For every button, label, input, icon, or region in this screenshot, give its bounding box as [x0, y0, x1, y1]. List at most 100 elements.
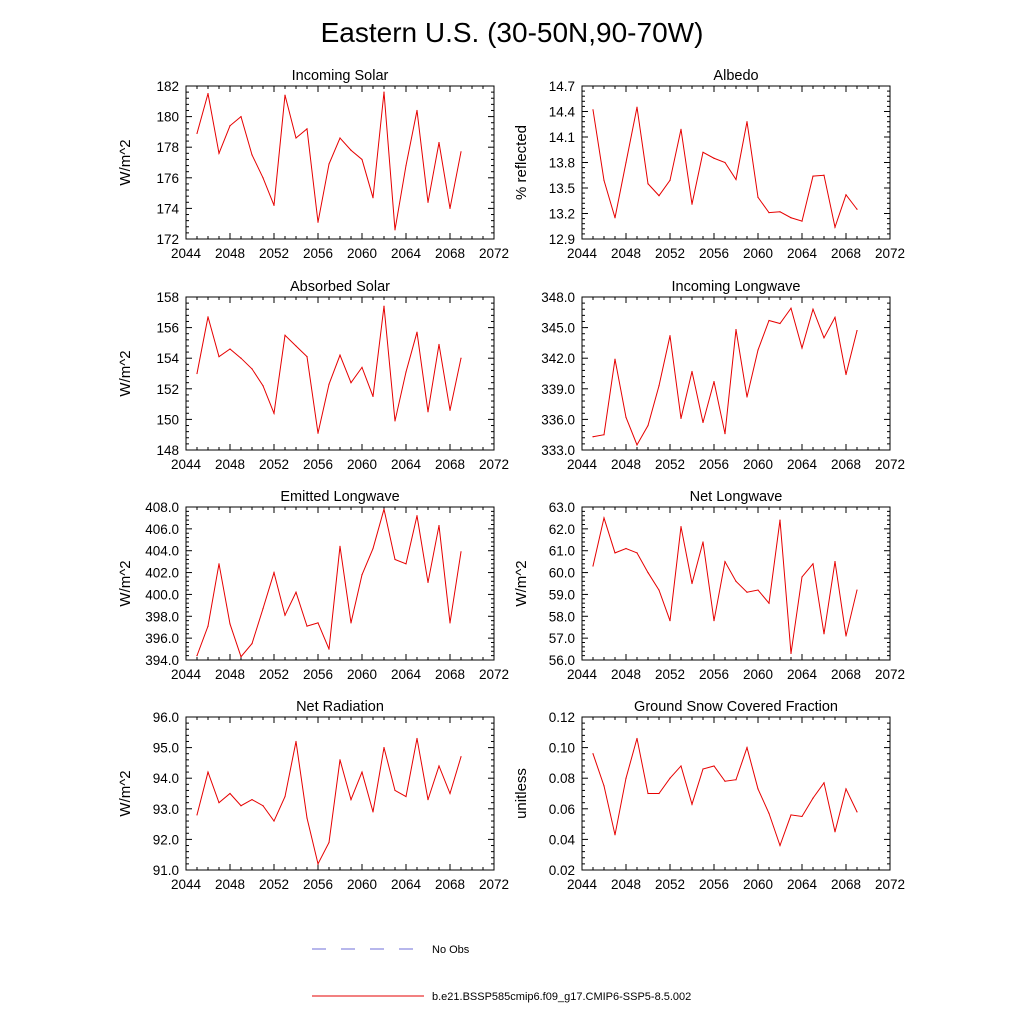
data-point [372, 197, 374, 199]
data-point [394, 789, 396, 792]
data-point [262, 177, 264, 179]
plot-frame [185, 506, 495, 661]
y-tick-label: 13.5 [549, 181, 575, 196]
data-point [856, 330, 858, 332]
plot-frame [185, 716, 495, 871]
panel-title: Incoming Solar [292, 68, 389, 84]
y-tick-label: 0.10 [549, 741, 575, 756]
data-point [207, 625, 209, 627]
panel-title: Albedo [713, 68, 758, 84]
data-point [295, 591, 297, 593]
data-point [361, 574, 363, 576]
data-point [207, 771, 209, 773]
data-point [669, 620, 671, 622]
x-tick-label: 2072 [479, 246, 509, 261]
x-tick-label: 2048 [215, 667, 245, 682]
data-point [405, 795, 407, 798]
data-point [427, 799, 429, 801]
y-tick-label: 342.0 [541, 351, 575, 366]
y-axis-label: W/m^2 [117, 350, 134, 396]
data-point [702, 541, 704, 543]
x-tick-label: 2048 [611, 877, 641, 892]
y-tick-label: 14.1 [549, 130, 575, 145]
y-tick-label: 182 [156, 79, 179, 94]
data-point [405, 563, 407, 565]
data-point [702, 151, 704, 153]
data-point [372, 395, 374, 398]
data-point [416, 737, 418, 740]
data-point [438, 524, 440, 527]
data-point [240, 805, 242, 807]
data-point [427, 201, 429, 203]
data-point [702, 421, 704, 424]
data-point [218, 152, 220, 154]
data-point [713, 381, 715, 383]
data-point [207, 316, 209, 318]
data-point [680, 526, 682, 528]
data-point [229, 623, 231, 625]
data-point [680, 765, 682, 767]
y-axis-label: W/m^2 [513, 560, 530, 606]
data-point [801, 576, 803, 578]
y-tick-label: 404.0 [145, 544, 179, 559]
data-point [240, 116, 242, 118]
x-tick-label: 2072 [875, 877, 905, 892]
panel-title: Emitted Longwave [280, 489, 399, 505]
y-tick-label: 180 [156, 110, 179, 125]
plot-frame [581, 506, 891, 661]
data-point [592, 109, 594, 111]
x-tick-label: 2068 [831, 877, 861, 892]
y-tick-label: 172 [156, 232, 179, 247]
data-point [658, 589, 660, 591]
x-tick-label: 2052 [655, 457, 685, 472]
data-point [713, 765, 715, 767]
figure-title: Eastern U.S. (30-50N,90-70W) [321, 17, 704, 48]
x-tick-label: 2044 [171, 246, 202, 261]
data-point [790, 307, 792, 309]
data-point [647, 183, 649, 185]
data-point [735, 580, 737, 582]
y-tick-label: 0.02 [549, 863, 575, 878]
data-point [350, 382, 352, 384]
x-tick-label: 2052 [655, 877, 685, 892]
data-point [768, 212, 770, 214]
y-tick-label: 156 [156, 321, 179, 336]
x-tick-label: 2064 [391, 667, 422, 682]
x-tick-label: 2044 [567, 877, 598, 892]
data-point [669, 179, 671, 181]
data-point [229, 348, 231, 350]
data-point [449, 792, 451, 795]
data-point [350, 799, 352, 801]
x-tick-label: 2052 [259, 877, 289, 892]
y-axis-label: % reflected [513, 125, 530, 200]
y-tick-label: 93.0 [153, 802, 179, 817]
data-point [735, 329, 737, 331]
data-point [713, 157, 715, 159]
data-point [284, 334, 286, 336]
x-tick-label: 2072 [479, 877, 509, 892]
data-point [306, 625, 308, 627]
panel-title: Net Radiation [296, 699, 384, 715]
data-point [746, 121, 748, 123]
data-point [449, 207, 451, 209]
data-point [812, 308, 814, 310]
x-tick-label: 2056 [303, 877, 333, 892]
plot-frame [581, 716, 891, 871]
data-point [636, 552, 638, 554]
y-axis-label: unitless [513, 768, 530, 819]
y-tick-label: 148 [156, 443, 179, 458]
y-axis-label: W/m^2 [117, 139, 134, 185]
y-tick-label: 62.0 [549, 522, 575, 537]
x-tick-label: 2056 [303, 246, 333, 261]
data-point [647, 424, 649, 427]
data-point [713, 620, 715, 622]
data-point [834, 226, 836, 228]
data-point [647, 571, 649, 574]
data-point [339, 759, 341, 761]
series-line [196, 509, 462, 658]
y-tick-label: 394.0 [145, 653, 179, 668]
data-point [383, 91, 385, 93]
x-tick-label: 2052 [259, 457, 289, 472]
x-tick-label: 2060 [347, 246, 377, 261]
y-tick-label: 339.0 [541, 382, 575, 397]
